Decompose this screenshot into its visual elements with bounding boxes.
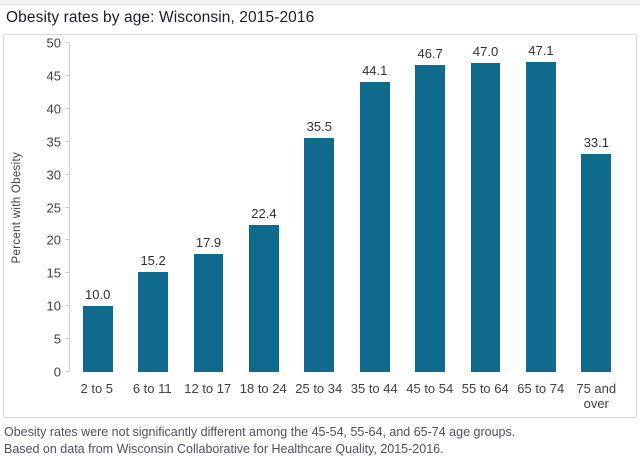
y-tick-label: 30	[46, 167, 61, 183]
x-tick-label: 2 to 5	[80, 381, 114, 396]
y-tick-label: 50	[46, 35, 61, 51]
x-tick-label: 35 to 44	[350, 381, 398, 396]
bar	[138, 271, 169, 372]
x-axis-tick-labels: 2 to 5 6 to 11 12 to 17 18 to 24 25 to 34 35 …	[69, 381, 624, 412]
y-tick-mark	[65, 338, 69, 340]
y-tick-mark	[65, 371, 69, 372]
bar-value-label: 15.2	[140, 252, 166, 268]
y-tick-mark	[65, 272, 69, 274]
y-tick-mark	[65, 173, 69, 175]
bar-series: 10.0 15.2 17.9 22.4 35.5 44.1 46.7 47.0 47.1 33.1	[70, 43, 624, 372]
y-tick-mark	[65, 140, 69, 142]
window-top-strip	[0, 0, 640, 5]
y-tick-label: 40	[46, 101, 61, 117]
x-tick-label: 55 to 64	[461, 381, 509, 396]
bar-slot: 46.7	[402, 43, 457, 372]
y-tick-label: 35	[46, 134, 61, 150]
bar-value-label: 10.0	[85, 287, 111, 303]
y-tick-mark	[65, 42, 69, 43]
y-tick-label: 20	[46, 232, 61, 248]
bar-slot: 33.1	[569, 43, 624, 372]
bar-value-label: 22.4	[251, 205, 277, 221]
footnote-line-1: Obesity rates were not significantly dif…	[4, 425, 516, 439]
x-tick-label: 12 to 17	[184, 381, 232, 396]
x-tick-label: 65 to 74	[517, 381, 565, 396]
bar-value-label: 47.0	[472, 43, 499, 59]
bar	[193, 254, 224, 372]
bar-slot: 15.2	[125, 43, 180, 372]
bar-slot: 10.0	[70, 43, 125, 372]
bar	[304, 138, 335, 372]
x-tick-label: 25 to 34	[295, 381, 343, 396]
bar	[359, 81, 390, 372]
y-tick-mark	[65, 107, 69, 109]
footnote-line-2: Based on data from Wisconsin Collaborati…	[4, 442, 444, 457]
y-tick-label: 45	[46, 68, 61, 84]
bar-value-label: 47.1	[528, 43, 554, 59]
bar-value-label: 35.5	[306, 119, 332, 135]
bar	[525, 62, 556, 372]
chart-container: Percent with Obesity 0 5 10 15 20 25 30 35 40 45 5…	[3, 34, 637, 418]
bar-value-label: 33.1	[583, 135, 610, 151]
x-tick-label: 75 and over	[576, 381, 617, 411]
y-tick-label: 0	[53, 364, 61, 380]
bar-slot: 35.5	[292, 43, 347, 372]
x-tick-label: 18 to 24	[239, 381, 287, 396]
bar-slot: 17.9	[181, 43, 236, 372]
y-tick-label: 5	[53, 331, 61, 347]
bar-slot: 47.0	[458, 43, 513, 372]
bar-slot: 22.4	[236, 43, 291, 372]
plot-area: 10.0 15.2 17.9 22.4 35.5 44.1 46.7 47.0 47.1 33.1	[65, 42, 624, 372]
bar-slot: 44.1	[347, 43, 402, 372]
x-tick-label: 6 to 11	[132, 381, 172, 396]
x-tick-label: 45 to 54	[406, 381, 454, 396]
bar-value-label: 46.7	[417, 45, 443, 61]
bar	[248, 224, 279, 372]
y-tick-mark	[65, 206, 69, 208]
bar	[415, 64, 446, 372]
bar	[82, 306, 113, 372]
y-tick-mark	[65, 239, 69, 241]
y-tick-mark	[65, 305, 69, 307]
bar-value-label: 17.9	[195, 235, 222, 251]
bar-value-label: 44.1	[362, 62, 388, 78]
bar	[470, 62, 501, 372]
footnote: Obesity rates were not significantly dif…	[4, 424, 638, 459]
y-tick-label: 15	[46, 265, 61, 281]
y-axis-tick-labels: 0 5 10 15 20 25 30 35 40 45 50	[4, 37, 61, 379]
bar	[581, 154, 612, 372]
bar-slot: 47.1	[513, 43, 568, 372]
y-tick-label: 25	[46, 200, 61, 215]
chart-title: Obesity rates by age: Wisconsin, 2015-20…	[6, 9, 315, 26]
y-tick-mark	[65, 74, 69, 76]
y-tick-label: 10	[46, 298, 61, 314]
